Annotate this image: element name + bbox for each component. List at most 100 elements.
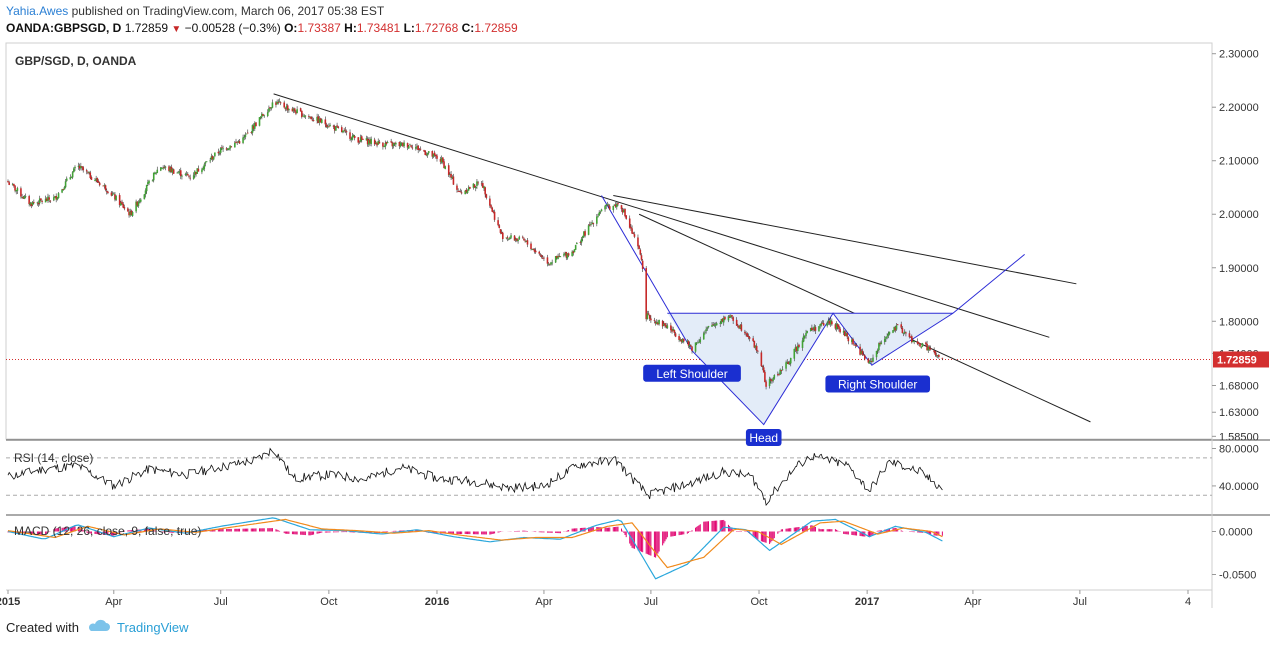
candle-down (761, 366, 764, 368)
candle-down (423, 150, 425, 152)
candle-down (523, 238, 525, 241)
candle-down (812, 329, 814, 331)
candle-down (417, 145, 419, 150)
candle-down (382, 142, 384, 147)
candle-down (863, 355, 866, 360)
candle-up (872, 357, 874, 362)
candle-down (110, 192, 113, 196)
candle-up (112, 193, 115, 195)
candle-down (630, 226, 632, 229)
candle-up (802, 335, 805, 342)
candle-up (571, 251, 573, 256)
candle-up (16, 188, 19, 191)
candle-down (358, 141, 361, 143)
candle-down (894, 327, 897, 331)
candle-up (386, 142, 389, 144)
candle-down (332, 125, 335, 127)
candle-up (785, 362, 787, 369)
candle-down (558, 255, 561, 257)
candle-down (861, 350, 864, 355)
candle-down (764, 371, 766, 382)
candle-up (581, 236, 584, 239)
candle-up (451, 176, 454, 179)
tradingview-link[interactable]: TradingView (116, 620, 189, 635)
candle-down (37, 202, 40, 205)
candle-down (740, 324, 743, 331)
price-tick-label: 2.00000 (1219, 209, 1259, 221)
candle-up (646, 313, 649, 320)
author-link[interactable]: Yahia.Awes (6, 4, 69, 18)
candle-up (304, 115, 307, 117)
candle-down (879, 342, 881, 345)
candle-up (686, 340, 689, 342)
candle-up (303, 116, 305, 117)
time-tick-label: 2016 (425, 596, 449, 608)
candle-down (632, 232, 635, 234)
candle-down (526, 240, 529, 245)
candle-up (161, 168, 163, 169)
candle-down (333, 126, 336, 131)
candle-down (628, 218, 631, 228)
candle-up (722, 317, 725, 323)
candle-down (353, 135, 356, 139)
candle-up (21, 197, 23, 198)
candle-up (606, 204, 609, 206)
candle-down (452, 176, 455, 185)
candle-down (81, 166, 83, 168)
candle-down (439, 158, 442, 162)
candle-up (789, 357, 792, 364)
price-tick-label: 2.10000 (1219, 156, 1259, 168)
candle-down (325, 124, 328, 128)
candle-down (469, 186, 471, 189)
candle-down (410, 145, 412, 147)
candle-down (928, 346, 931, 350)
candle-up (169, 167, 171, 172)
candle-down (255, 122, 257, 127)
price-tick-label: 1.80000 (1219, 316, 1259, 328)
candle-down (279, 102, 282, 104)
price-tick-label: 2.20000 (1219, 102, 1259, 114)
time-tick-label: 2015 (0, 596, 20, 608)
candle-down (846, 333, 848, 337)
candle-up (205, 161, 208, 163)
candle-up (359, 137, 362, 142)
candle-down (55, 195, 57, 200)
candle-down (760, 352, 763, 367)
candle-up (138, 200, 141, 202)
candle-down (538, 251, 541, 254)
candle-down (238, 141, 241, 144)
candle-down (859, 346, 861, 355)
candle-up (80, 166, 82, 169)
candle-up (927, 346, 930, 351)
candle-up (514, 239, 517, 241)
low-value: 1.72768 (414, 21, 459, 35)
candle-up (395, 142, 397, 145)
candle-up (156, 169, 159, 173)
candle-up (476, 181, 478, 186)
candle-up (564, 253, 566, 255)
candle-down (172, 169, 175, 174)
candle-down (530, 243, 532, 250)
candle-down (360, 136, 363, 140)
candle-down (447, 165, 450, 176)
candle-up (505, 237, 508, 239)
candle-up (720, 319, 723, 324)
candle-down (230, 146, 233, 148)
candle-down (778, 374, 780, 376)
candle-up (788, 362, 791, 365)
candle-down (90, 177, 93, 180)
candle-up (95, 178, 97, 181)
candle-down (650, 318, 652, 321)
candle-up (704, 331, 706, 333)
candle-up (245, 133, 248, 135)
candle-down (657, 322, 659, 325)
candle-down (308, 115, 310, 117)
candle-down (89, 172, 92, 179)
candle-down (687, 341, 690, 346)
candle-down (277, 102, 280, 103)
candle-down (319, 118, 322, 123)
candle-down (621, 209, 624, 213)
candle-down (30, 203, 33, 206)
candle-up (510, 235, 512, 238)
